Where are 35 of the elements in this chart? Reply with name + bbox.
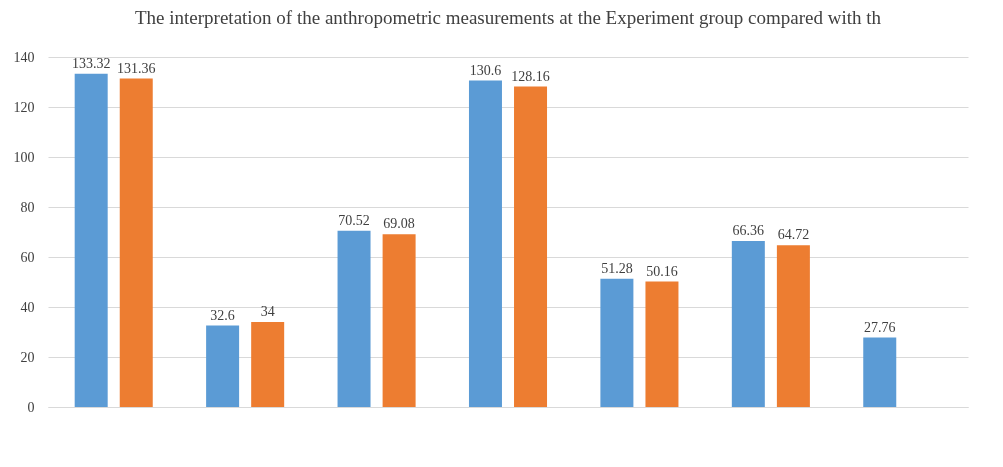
data-label: 51.28 xyxy=(601,260,633,276)
data-label: 69.08 xyxy=(383,216,415,232)
data-label: 50.16 xyxy=(646,263,678,279)
bar xyxy=(514,86,548,407)
bar xyxy=(863,337,897,407)
bar xyxy=(776,245,810,407)
data-label: 64.72 xyxy=(777,227,810,243)
y-tick-label: 20 xyxy=(20,349,35,365)
bar xyxy=(600,278,634,407)
data-label: 70.52 xyxy=(338,212,370,228)
data-label: 128.16 xyxy=(511,68,550,84)
y-tick-label: 60 xyxy=(20,249,35,265)
bar xyxy=(206,325,240,407)
data-label: 32.6 xyxy=(210,307,235,323)
data-label: 133.32 xyxy=(71,55,111,71)
data-label: 66.36 xyxy=(732,223,765,239)
data-label: 34 xyxy=(260,304,275,319)
y-tick-label: 80 xyxy=(20,199,35,215)
y-tick-label: 100 xyxy=(13,149,35,165)
bar xyxy=(251,322,285,407)
bar xyxy=(382,234,416,407)
bar xyxy=(468,80,502,407)
y-tick-label: 0 xyxy=(27,399,35,415)
data-label: 130.6 xyxy=(469,62,502,78)
y-tick-label: 140 xyxy=(13,49,35,65)
chart-title: The interpretation of the anthropometric measurements at the Experiment group compared with th xyxy=(134,7,882,28)
y-tick-label: 120 xyxy=(13,99,35,115)
y-tick-label: 40 xyxy=(20,299,35,315)
bar xyxy=(645,281,679,407)
data-label: 27.76 xyxy=(864,319,896,335)
bar xyxy=(337,230,371,407)
bar xyxy=(119,78,153,407)
data-label: 131.36 xyxy=(116,60,156,76)
bar xyxy=(731,241,765,407)
bar xyxy=(74,73,108,407)
